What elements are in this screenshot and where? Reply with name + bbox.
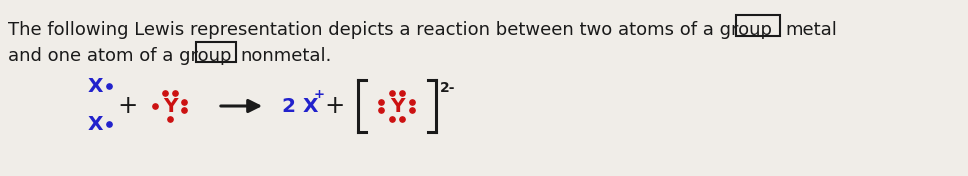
Text: and one atom of a group: and one atom of a group [8,47,231,65]
Bar [736,15,780,36]
Text: +: + [118,94,138,118]
Text: X: X [88,77,104,96]
Text: metal: metal [785,21,837,39]
Text: 2-: 2- [440,81,456,95]
Text: Y: Y [390,96,405,115]
Text: Y: Y [163,96,177,115]
Text: The following Lewis representation depicts a reaction between two atoms of a gro: The following Lewis representation depic… [8,21,772,39]
Text: nonmetal.: nonmetal. [240,47,331,65]
Text: +: + [325,94,346,118]
Text: 2 X: 2 X [282,96,318,115]
Text: +: + [314,89,325,102]
Text: X: X [88,115,104,134]
Bar [196,42,236,62]
